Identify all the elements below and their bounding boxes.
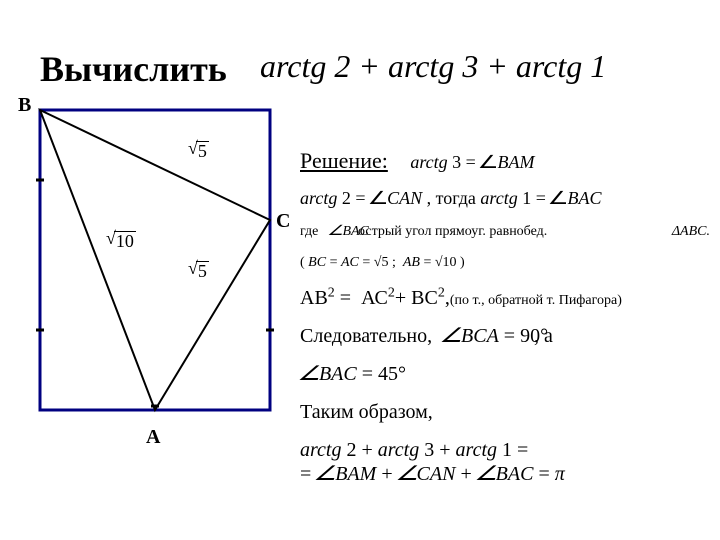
solution-line3: где ∠BAC острый угол прямоуг. равнобед. … <box>300 224 710 241</box>
edge-label-AC: √5 <box>188 258 209 280</box>
page-title: Вычислить <box>40 48 227 90</box>
solution-line6: Следовательно, ∠BCA = 90° , а <box>300 324 710 348</box>
diagram-svg <box>20 100 300 460</box>
vertex-B-label: B <box>18 94 31 117</box>
solution-line2: arctg 2 = ∠CAN , тогда arctg 1 = ∠BAC <box>300 188 710 210</box>
line6-overlay: , а <box>534 324 553 348</box>
solution-line8: Таким образом, <box>300 400 710 424</box>
title-expression: arctg 2 + arctg 3 + arctg 1 <box>260 48 606 85</box>
triangle-diagram: B C A √5 √10 √5 <box>20 100 280 520</box>
line3-overlay: острый угол прямоуг. равнобед. <box>358 224 547 241</box>
solution-line5: АВ2 = АС2+ ВС2,(по т., обратной т. Пифаг… <box>300 286 710 310</box>
solution-line9: arctg 2 + arctg 3 + arctg 1 = = ∠BAM + ∠… <box>300 438 710 486</box>
solution-heading: Решение: <box>300 148 388 173</box>
solution-line4: ( BC = AC = √5 ; AB = √10 ) <box>300 255 710 272</box>
solution-line1: Решение: arctg 3 = ∠BAM <box>300 148 710 174</box>
edge-label-BC: √5 <box>188 138 209 160</box>
solution-block: Решение: arctg 3 = ∠BAM arctg 2 = ∠CAN ,… <box>300 148 710 528</box>
solution-line7: ∠BAC = 45° <box>300 362 710 386</box>
vertex-C-label: C <box>276 210 290 233</box>
edge-label-AB: √10 <box>106 228 136 250</box>
vertex-A-label: A <box>146 426 160 449</box>
